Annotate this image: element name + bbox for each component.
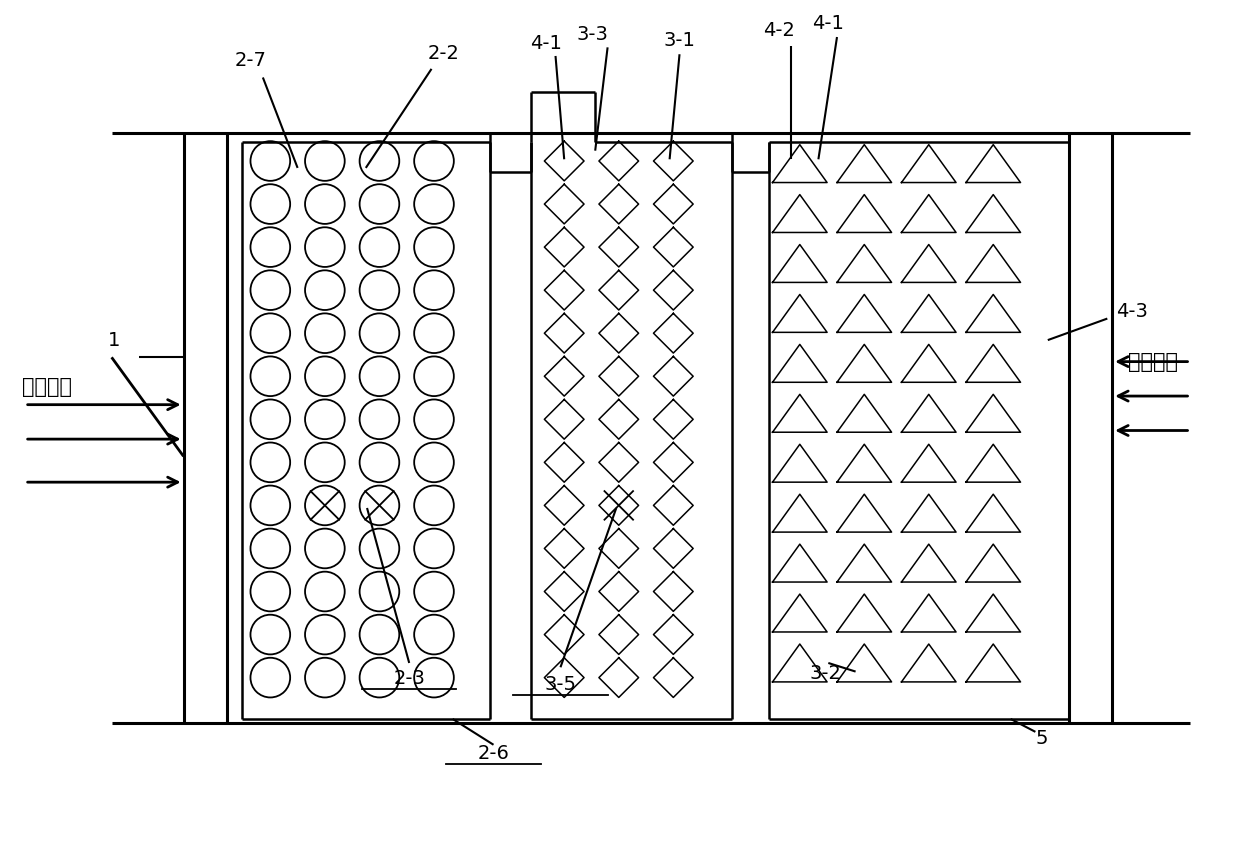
Text: 3-3: 3-3 <box>577 25 609 44</box>
Text: 3-2: 3-2 <box>810 664 842 683</box>
Text: 4-1: 4-1 <box>529 34 562 53</box>
Text: 3-5: 3-5 <box>544 675 577 694</box>
Text: 2-6: 2-6 <box>477 744 510 763</box>
Text: 5: 5 <box>1035 729 1048 748</box>
Text: 地表径流: 地表径流 <box>22 377 72 398</box>
Text: 4-2: 4-2 <box>763 22 795 40</box>
Text: 水流冲刷: 水流冲刷 <box>1128 351 1178 372</box>
Text: 4-1: 4-1 <box>812 14 844 33</box>
Text: 2-3: 2-3 <box>393 669 425 688</box>
Text: 2-2: 2-2 <box>428 44 460 63</box>
Text: 1: 1 <box>108 331 120 350</box>
Text: 4-3: 4-3 <box>1116 302 1148 321</box>
Text: 2-7: 2-7 <box>234 51 267 70</box>
Text: 3-1: 3-1 <box>663 31 696 50</box>
